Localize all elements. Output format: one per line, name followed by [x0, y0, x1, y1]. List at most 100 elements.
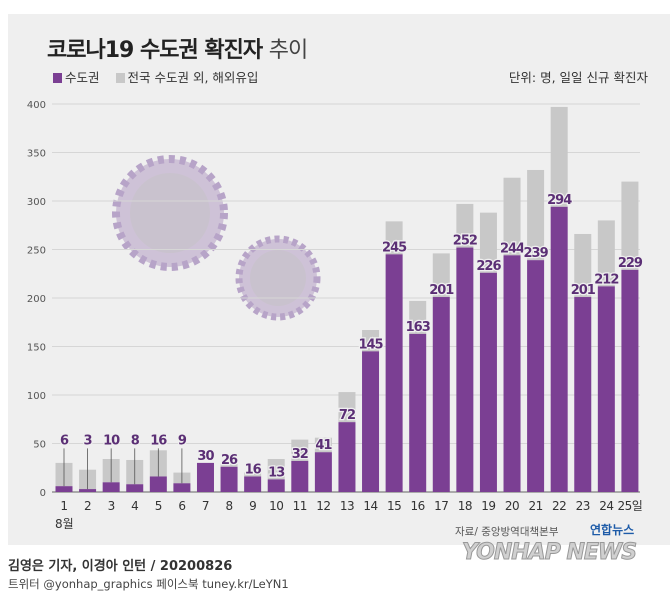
data-label: 145	[358, 337, 383, 352]
bar-other	[503, 177, 521, 256]
bar-capital	[79, 489, 97, 492]
bar-capital	[102, 482, 120, 492]
y-tick-label: 50	[33, 440, 46, 451]
brand-logo: 연합뉴스	[590, 523, 635, 537]
y-tick-label: 150	[27, 343, 46, 354]
y-tick-label: 300	[27, 197, 46, 208]
data-label: 6	[60, 433, 69, 448]
x-tick-label: 20	[505, 499, 519, 513]
bar-capital	[503, 255, 521, 492]
bar-capital	[479, 272, 497, 492]
data-label: 163	[406, 320, 431, 335]
x-tick-label: 21	[528, 499, 542, 513]
legend-item-capital: 수도권	[53, 67, 100, 86]
y-tick-label: 100	[27, 391, 46, 402]
bar-capital	[267, 479, 285, 492]
bar-capital	[409, 333, 427, 492]
bar-capital	[574, 297, 592, 492]
bar-capital	[291, 460, 309, 492]
legend: 수도권 전국 수도권 외, 해외유입	[53, 67, 258, 86]
bar-capital	[550, 206, 568, 492]
x-tick-label: 2	[84, 499, 91, 513]
virus-illustration	[112, 155, 321, 321]
bar-other	[432, 253, 450, 298]
x-tick-label: 18	[458, 499, 472, 513]
x-tick-label: 24	[599, 499, 613, 513]
bar-other	[385, 221, 403, 255]
data-label: 13	[268, 465, 285, 480]
bar-other	[597, 220, 615, 287]
bar-other	[314, 437, 332, 453]
data-label: 16	[150, 433, 167, 448]
byline: 김영은 기자, 이경아 인턴 / 20200826	[8, 559, 233, 574]
data-label: 8	[131, 433, 140, 448]
data-label: 252	[453, 234, 477, 249]
bar-capital	[456, 247, 474, 492]
data-label: 26	[221, 453, 238, 468]
data-label: 72	[339, 408, 355, 423]
x-tick-label: 13	[340, 499, 354, 513]
data-label: 229	[618, 256, 643, 271]
bar-capital	[385, 254, 403, 492]
data-label: 226	[476, 259, 501, 274]
x-tick-label: 8	[225, 499, 232, 513]
x-tick-label: 5	[155, 499, 162, 513]
social-links: 트위터 @yonhap_graphics 페이스북 tuney.kr/LeYN1	[8, 577, 289, 591]
bar-capital	[220, 466, 238, 492]
data-label: 201	[429, 283, 454, 298]
data-label: 3	[84, 433, 93, 448]
data-label: 10	[103, 433, 120, 448]
x-tick-label: 4	[131, 499, 138, 513]
y-tick-label: 350	[27, 149, 46, 160]
bar-other	[362, 330, 380, 352]
data-label: 16	[245, 462, 262, 477]
x-tick-label: 7	[202, 499, 209, 513]
x-tick-label: 1	[60, 499, 67, 513]
x-tick-label: 15	[387, 499, 401, 513]
y-tick-label: 250	[27, 246, 46, 257]
bar-other	[550, 106, 568, 207]
source-label: 자료/ 중앙방역대책본부	[455, 526, 559, 538]
bar-other	[456, 203, 474, 248]
bar-other	[409, 300, 427, 334]
data-label: 32	[292, 447, 308, 462]
bar-capital	[149, 476, 167, 492]
bar-capital	[432, 297, 450, 492]
x-tick-label: 22	[552, 499, 566, 513]
bar-other	[574, 233, 592, 298]
chart-title: 코로나19 수도권 확진자 추이	[47, 38, 308, 63]
x-tick-label: 6	[178, 499, 185, 513]
bar-capital	[126, 484, 144, 492]
bar-capital	[527, 260, 545, 492]
bar-capital	[173, 483, 191, 492]
bar-capital	[196, 462, 214, 492]
data-label: 30	[197, 449, 214, 464]
x-tick-label: 3	[108, 499, 115, 513]
data-label: 212	[594, 272, 618, 287]
x-tick-label: 23	[576, 499, 590, 513]
x-tick-label: 9	[249, 499, 256, 513]
bar-other	[267, 459, 285, 480]
x-tick-label: 17	[434, 499, 448, 513]
watermark: YONHAP NEWS	[461, 540, 637, 566]
bar-capital	[597, 286, 615, 492]
data-label: 245	[382, 240, 407, 255]
bar-other	[244, 472, 262, 477]
bar-other	[479, 212, 497, 273]
bar-capital	[244, 476, 262, 492]
x-tick-label: 10	[269, 499, 283, 513]
bar-capital	[314, 452, 332, 492]
data-label: 239	[524, 246, 549, 261]
bar-other	[621, 181, 639, 270]
x-tick-label: 12	[316, 499, 330, 513]
x-tick-label: 14	[363, 499, 377, 513]
legend-item-other: 전국 수도권 외, 해외유입	[115, 67, 258, 86]
bar-capital	[55, 486, 73, 492]
x-tick-label: 19	[481, 499, 495, 513]
bar-capital	[362, 351, 380, 492]
data-label: 244	[500, 241, 525, 256]
data-label: 294	[547, 193, 572, 208]
bar-capital	[338, 422, 356, 492]
bar-other	[527, 169, 545, 261]
